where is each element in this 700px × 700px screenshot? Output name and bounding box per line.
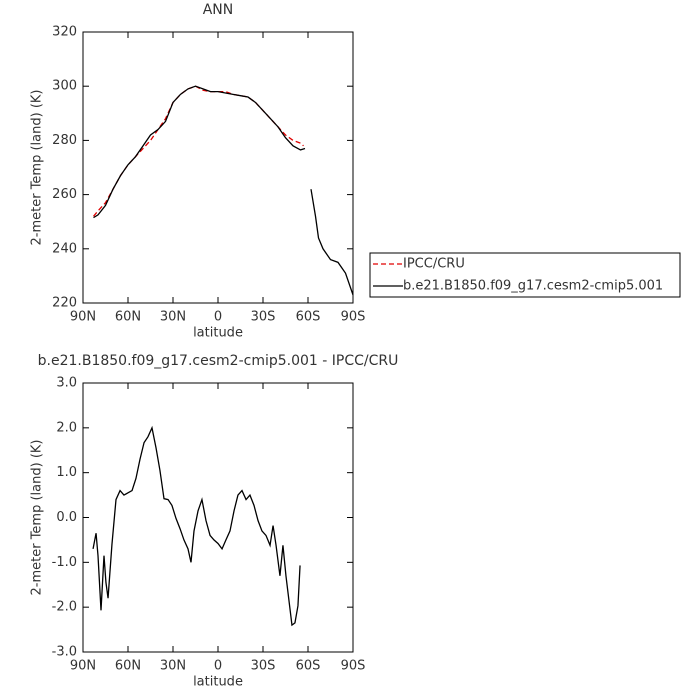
y-tick-label: -3.0 [52, 645, 77, 660]
y-tick-label: -1.0 [52, 555, 77, 570]
series-line [93, 85, 354, 296]
y-tick-label: 240 [52, 241, 77, 256]
legend-box [369, 252, 681, 298]
x-tick-label: 90N [70, 310, 96, 325]
x-tick-label: 30S [251, 310, 276, 325]
x-tick-label: 90N [70, 659, 96, 674]
series-line [92, 425, 301, 627]
x-tick-label: 60N [115, 310, 141, 325]
x-tick-label: 0 [214, 310, 222, 325]
y-axis-label: 2-meter Temp (land) (K) [30, 440, 45, 596]
y-tick-label: 280 [52, 133, 77, 148]
legend-label: IPCC/CRU [403, 257, 465, 272]
y-tick-label: 0.0 [56, 510, 77, 525]
y-tick-label: 320 [52, 25, 77, 40]
y-tick-label: 2.0 [56, 420, 77, 435]
x-tick-label: 0 [214, 659, 222, 674]
y-tick-label: 1.0 [56, 465, 77, 480]
y-tick-label: -2.0 [52, 600, 77, 615]
chart-title: b.e21.B1850.f09_g17.cesm2-cmip5.001 - IP… [38, 353, 399, 369]
y-axis-label: 2-meter Temp (land) (K) [30, 90, 45, 246]
plot-frame [82, 31, 354, 304]
x-axis-label: latitude [193, 675, 243, 690]
x-tick-label: 60S [296, 659, 321, 674]
legend-label: b.e21.B1850.f09_g17.cesm2-cmip5.001 [403, 279, 663, 294]
x-tick-label: 60N [115, 659, 141, 674]
plot-frame [82, 382, 354, 653]
x-tick-label: 30N [160, 659, 186, 674]
x-tick-label: 60S [296, 310, 321, 325]
y-tick-label: 260 [52, 187, 77, 202]
x-axis-label: latitude [193, 326, 243, 341]
y-tick-label: 220 [52, 296, 77, 311]
y-tick-label: 3.0 [56, 376, 77, 391]
x-tick-label: 90S [341, 310, 366, 325]
x-tick-label: 30N [160, 310, 186, 325]
chart-title: ANN [203, 2, 234, 18]
x-tick-label: 30S [251, 659, 276, 674]
y-tick-label: 300 [52, 79, 77, 94]
series-line [92, 85, 304, 217]
x-tick-label: 90S [341, 659, 366, 674]
